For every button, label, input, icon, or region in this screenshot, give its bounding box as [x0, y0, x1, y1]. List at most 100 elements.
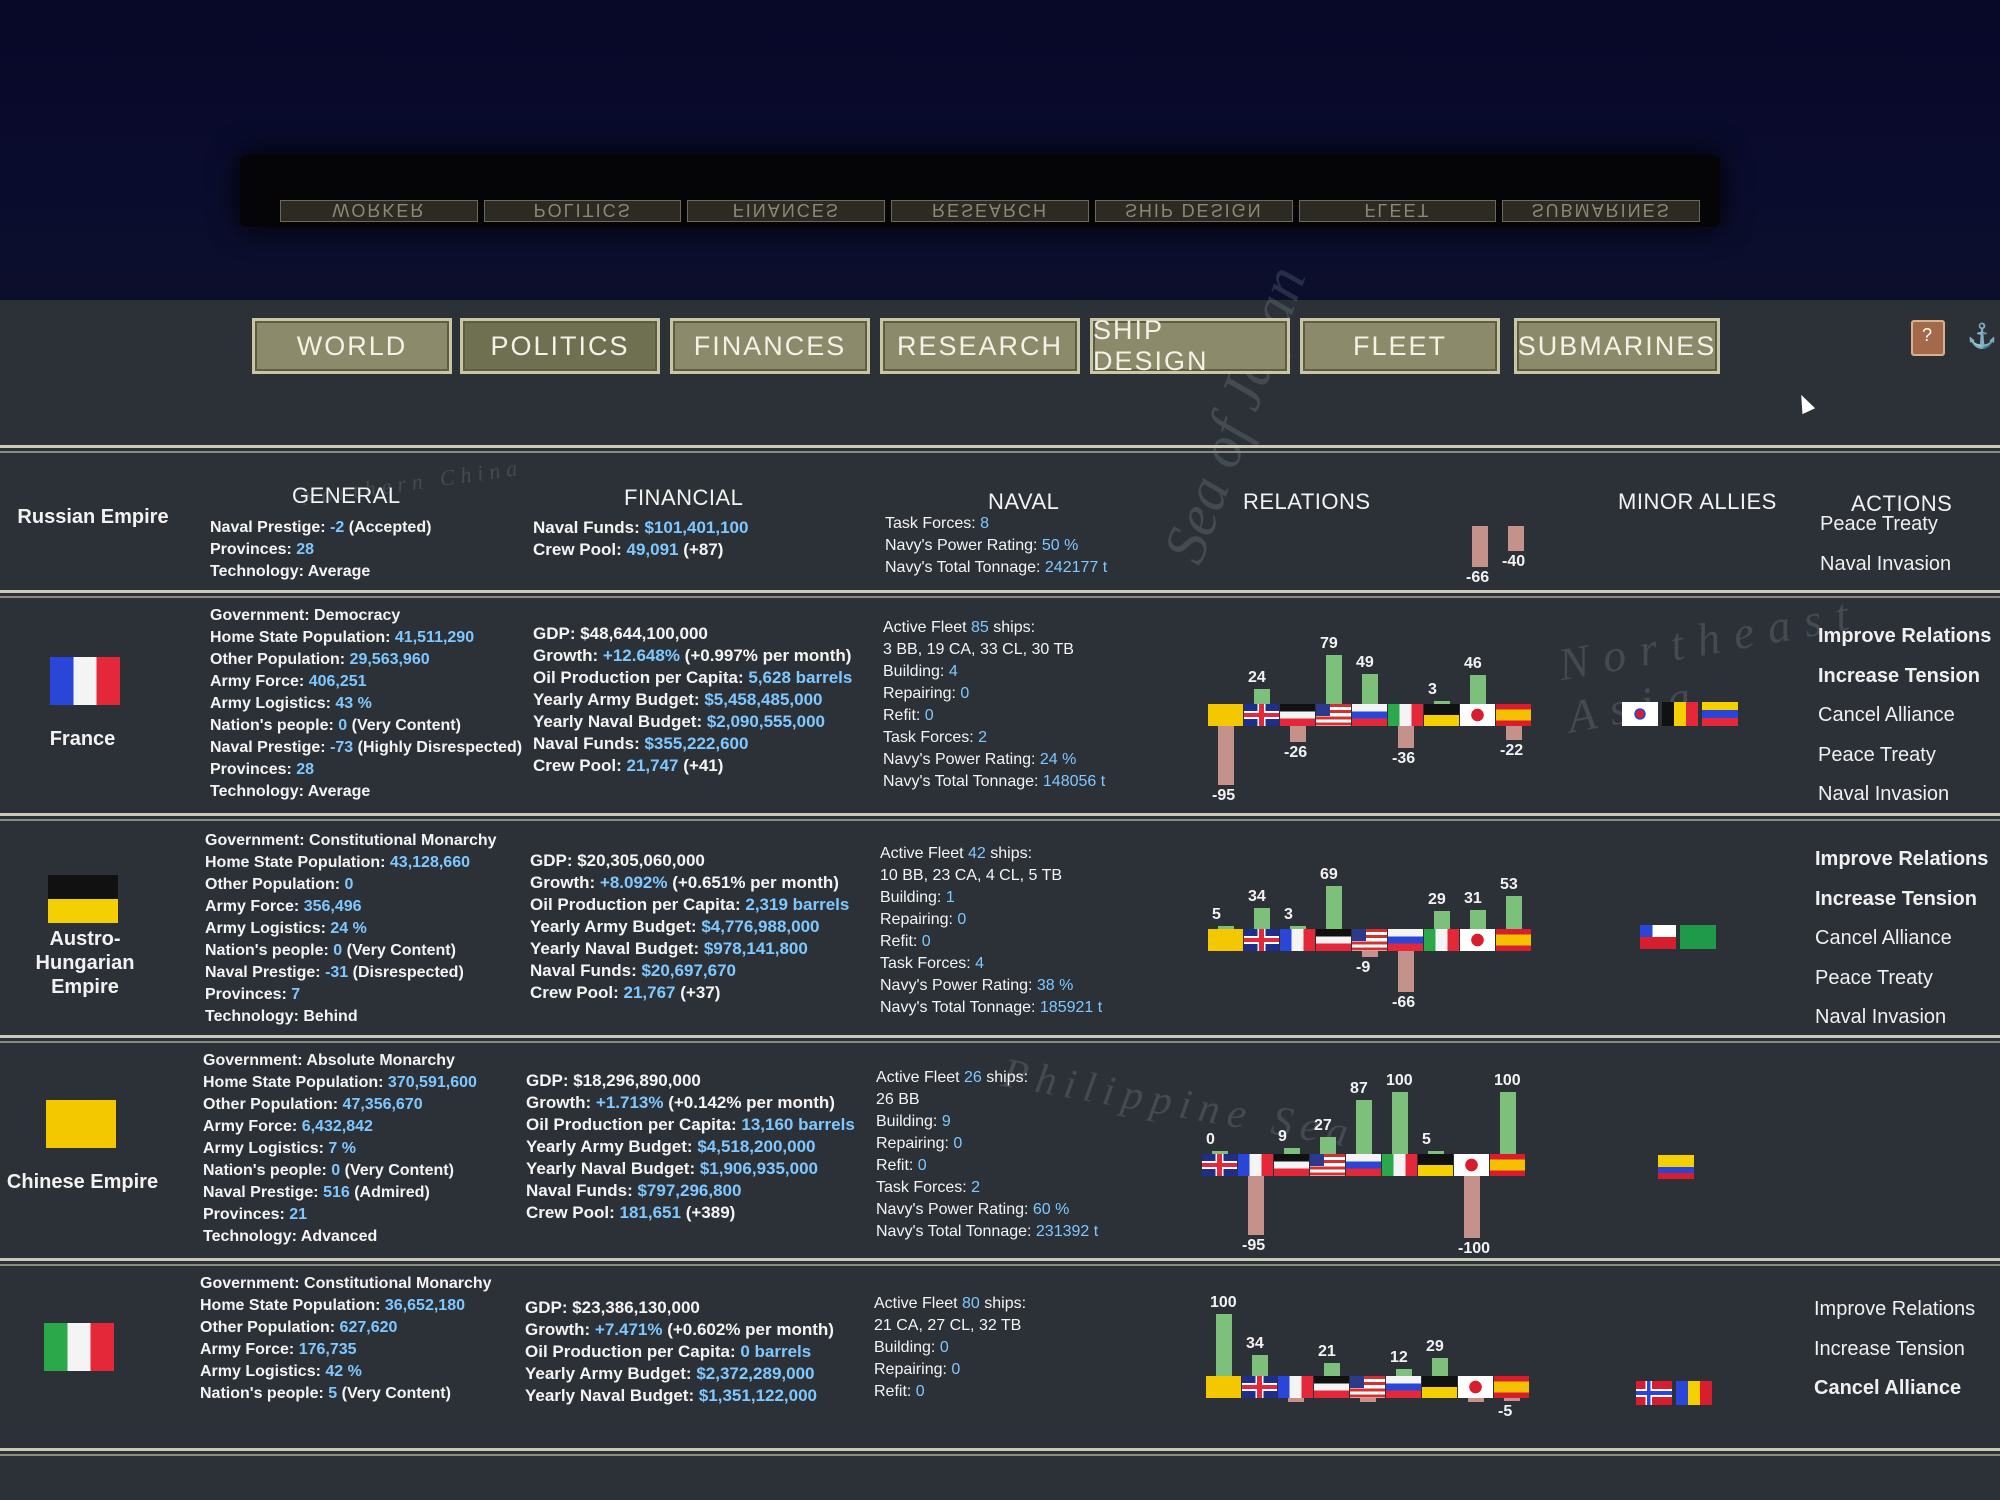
general-label: Army Force:: [200, 1341, 299, 1358]
financial-value: 0 barrels: [740, 1342, 812, 1361]
financial-label: GDP: $23,386,130,000: [525, 1298, 700, 1317]
financial-suffix: (+41): [678, 756, 724, 775]
action-improve-relations[interactable]: Improve Relations: [1818, 625, 1992, 647]
relations-chart: 0 -95 9 27 87 100 5 -100 100: [1202, 1055, 1542, 1257]
financial-label: Yearly Army Budget:: [525, 1364, 697, 1383]
relation-bar: [1392, 1092, 1408, 1154]
general-line: Naval Prestige: -31 (Disrespected): [205, 962, 497, 984]
country-name-line: Austro-: [49, 928, 121, 950]
relation-flag-uk: [1244, 704, 1279, 726]
general-line: Army Force: 176,735: [200, 1339, 492, 1361]
financial-info: GDP: $48,644,100,000 Growth: +12.648% (+0…: [533, 623, 852, 777]
relation-value-label: 34: [1246, 1334, 1264, 1352]
politics-table: GENERAL FINANCIAL NAVAL RELATIONS MINOR …: [0, 445, 2000, 1456]
general-value: 5: [328, 1385, 338, 1402]
action-increase-tension[interactable]: Increase Tension: [1818, 664, 1980, 687]
general-value: 28: [296, 761, 315, 778]
naval-value: 38 %: [1036, 977, 1074, 994]
action-cancel-alliance[interactable]: Cancel Alliance: [1818, 704, 1955, 726]
action-improve-relations[interactable]: Improve Relations: [1814, 1298, 1976, 1320]
action-naval-invasion[interactable]: Naval Invasion: [1815, 1006, 1947, 1028]
financial-label: GDP: $20,305,060,000: [530, 851, 705, 870]
financial-line: Yearly Army Budget: $4,518,200,000: [526, 1136, 855, 1158]
naval-label: Refit:: [883, 707, 925, 724]
relation-flag-austria: [1424, 704, 1459, 726]
relation-value-label: -100: [1458, 1240, 1491, 1257]
naval-value: 85: [971, 619, 989, 636]
tab-fleet[interactable]: FLEET: [1300, 318, 1500, 374]
help-book-icon[interactable]: [1911, 320, 1945, 356]
naval-line: Active Fleet 80 ships:: [874, 1293, 1026, 1315]
country-flag-italy: [44, 1323, 114, 1371]
financial-label: Growth:: [533, 646, 603, 665]
naval-label: Navy's Total Tonnage:: [883, 773, 1043, 790]
relation-bar: [1398, 726, 1414, 749]
action-peace-treaty[interactable]: Peace Treaty: [1815, 966, 1933, 989]
naval-suffix: ships:: [988, 619, 1036, 636]
action-cancel-alliance[interactable]: Cancel Alliance: [1815, 927, 1952, 949]
tab-finances[interactable]: FINANCES: [670, 318, 870, 374]
relations-chart: 5 34 3 69 -9 -66 29 31 53: [1208, 830, 1548, 1011]
ship-icon[interactable]: ⚓: [1967, 323, 1997, 350]
general-line: Army Logistics: 24 %: [205, 918, 497, 940]
relation-flag-japan: [1458, 1376, 1493, 1398]
naval-label: Refit:: [874, 1383, 916, 1400]
financial-label: Yearly Army Budget:: [533, 690, 705, 709]
tab-research[interactable]: RESEARCH: [880, 318, 1080, 374]
relation-value-label: -40: [1502, 552, 1526, 570]
action-improve-relations[interactable]: Improve Relations: [1815, 848, 1989, 870]
relation-value-label: 49: [1356, 653, 1374, 671]
actions-list: Improve Relations Increase Tension Cancel …: [1818, 617, 1991, 815]
general-label: Provinces:: [203, 1206, 290, 1223]
general-line: Home State Population: 36,652,180: [200, 1295, 492, 1317]
naval-label: Navy's Total Tonnage:: [880, 999, 1040, 1016]
general-value: 176,735: [298, 1341, 357, 1358]
reflected-tab: RESEARCH: [891, 200, 1089, 222]
financial-line: Growth: +7.471% (+0.602% per month): [525, 1319, 834, 1341]
action-increase-tension[interactable]: Increase Tension: [1814, 1337, 1965, 1360]
naval-label: 26 BB: [876, 1091, 920, 1108]
action-increase-tension[interactable]: Increase Tension: [1815, 887, 1977, 910]
header-general: GENERAL: [292, 483, 401, 508]
action-naval-invasion[interactable]: Naval Invasion: [1820, 552, 1952, 575]
general-line: Provinces: 21: [203, 1204, 477, 1226]
general-value: 42 %: [325, 1363, 362, 1380]
relation-flag-japan: [1454, 1154, 1489, 1176]
country-name: Russian Empire: [17, 506, 169, 528]
relation-value-label: 29: [1428, 891, 1446, 909]
action-cancel-alliance[interactable]: Cancel Alliance: [1814, 1377, 1962, 1399]
relation-bar: [1254, 689, 1270, 704]
general-label: Home State Population:: [205, 854, 390, 871]
naval-line: Refit: 0: [874, 1381, 1026, 1403]
financial-line: Crew Pool: 21,767 (+37): [530, 982, 849, 1004]
tab-world[interactable]: WORLD: [252, 318, 452, 374]
general-suffix: (Highly Disrespected): [353, 739, 523, 756]
naval-value: 0: [960, 685, 970, 702]
tab-submarines[interactable]: SUBMARINES: [1514, 318, 1720, 374]
relation-bar: [1288, 1398, 1304, 1402]
financial-value: +12.648%: [602, 646, 680, 665]
upper-background: [0, 0, 2000, 300]
naval-value: 231392 t: [1035, 1223, 1099, 1240]
relations-chart: 100 34 21 12 29 -5: [1206, 1277, 1546, 1420]
tab-ship-design[interactable]: SHIP DESIGN: [1090, 315, 1290, 376]
relation-bar: [1326, 655, 1342, 704]
tab-politics[interactable]: POLITICS: [460, 318, 660, 374]
relation-value-label: -9: [1356, 958, 1371, 976]
naval-line: Navy's Total Tonnage: 185921 t: [880, 997, 1102, 1019]
action-peace-treaty[interactable]: Peace Treaty: [1818, 743, 1936, 766]
general-value: 356,496: [303, 898, 362, 915]
action-peace-treaty[interactable]: Peace Treaty: [1820, 513, 1938, 535]
relation-flag-germany: [1316, 929, 1351, 951]
naval-info: Active Fleet 80 ships: 21 CA, 27 CL, 32 T…: [874, 1293, 1026, 1403]
actions-list: Improve Relations Increase Tension Cancel …: [1814, 1290, 1975, 1409]
naval-line: Building: 4: [883, 661, 1105, 683]
financial-value: $978,141,800: [703, 939, 808, 958]
reflected-tab-bar: WORKER POLITICS FINANCES RESEARCH SHIP DESIG…: [280, 200, 1701, 222]
naval-value: 0: [951, 1361, 961, 1378]
naval-line: Building: 9: [876, 1111, 1098, 1133]
financial-label: Crew Pool:: [533, 540, 627, 559]
action-naval-invasion[interactable]: Naval Invasion: [1818, 783, 1950, 805]
reflected-tab: FINANCES: [687, 200, 886, 222]
financial-label: Yearly Naval Budget:: [525, 1386, 699, 1405]
